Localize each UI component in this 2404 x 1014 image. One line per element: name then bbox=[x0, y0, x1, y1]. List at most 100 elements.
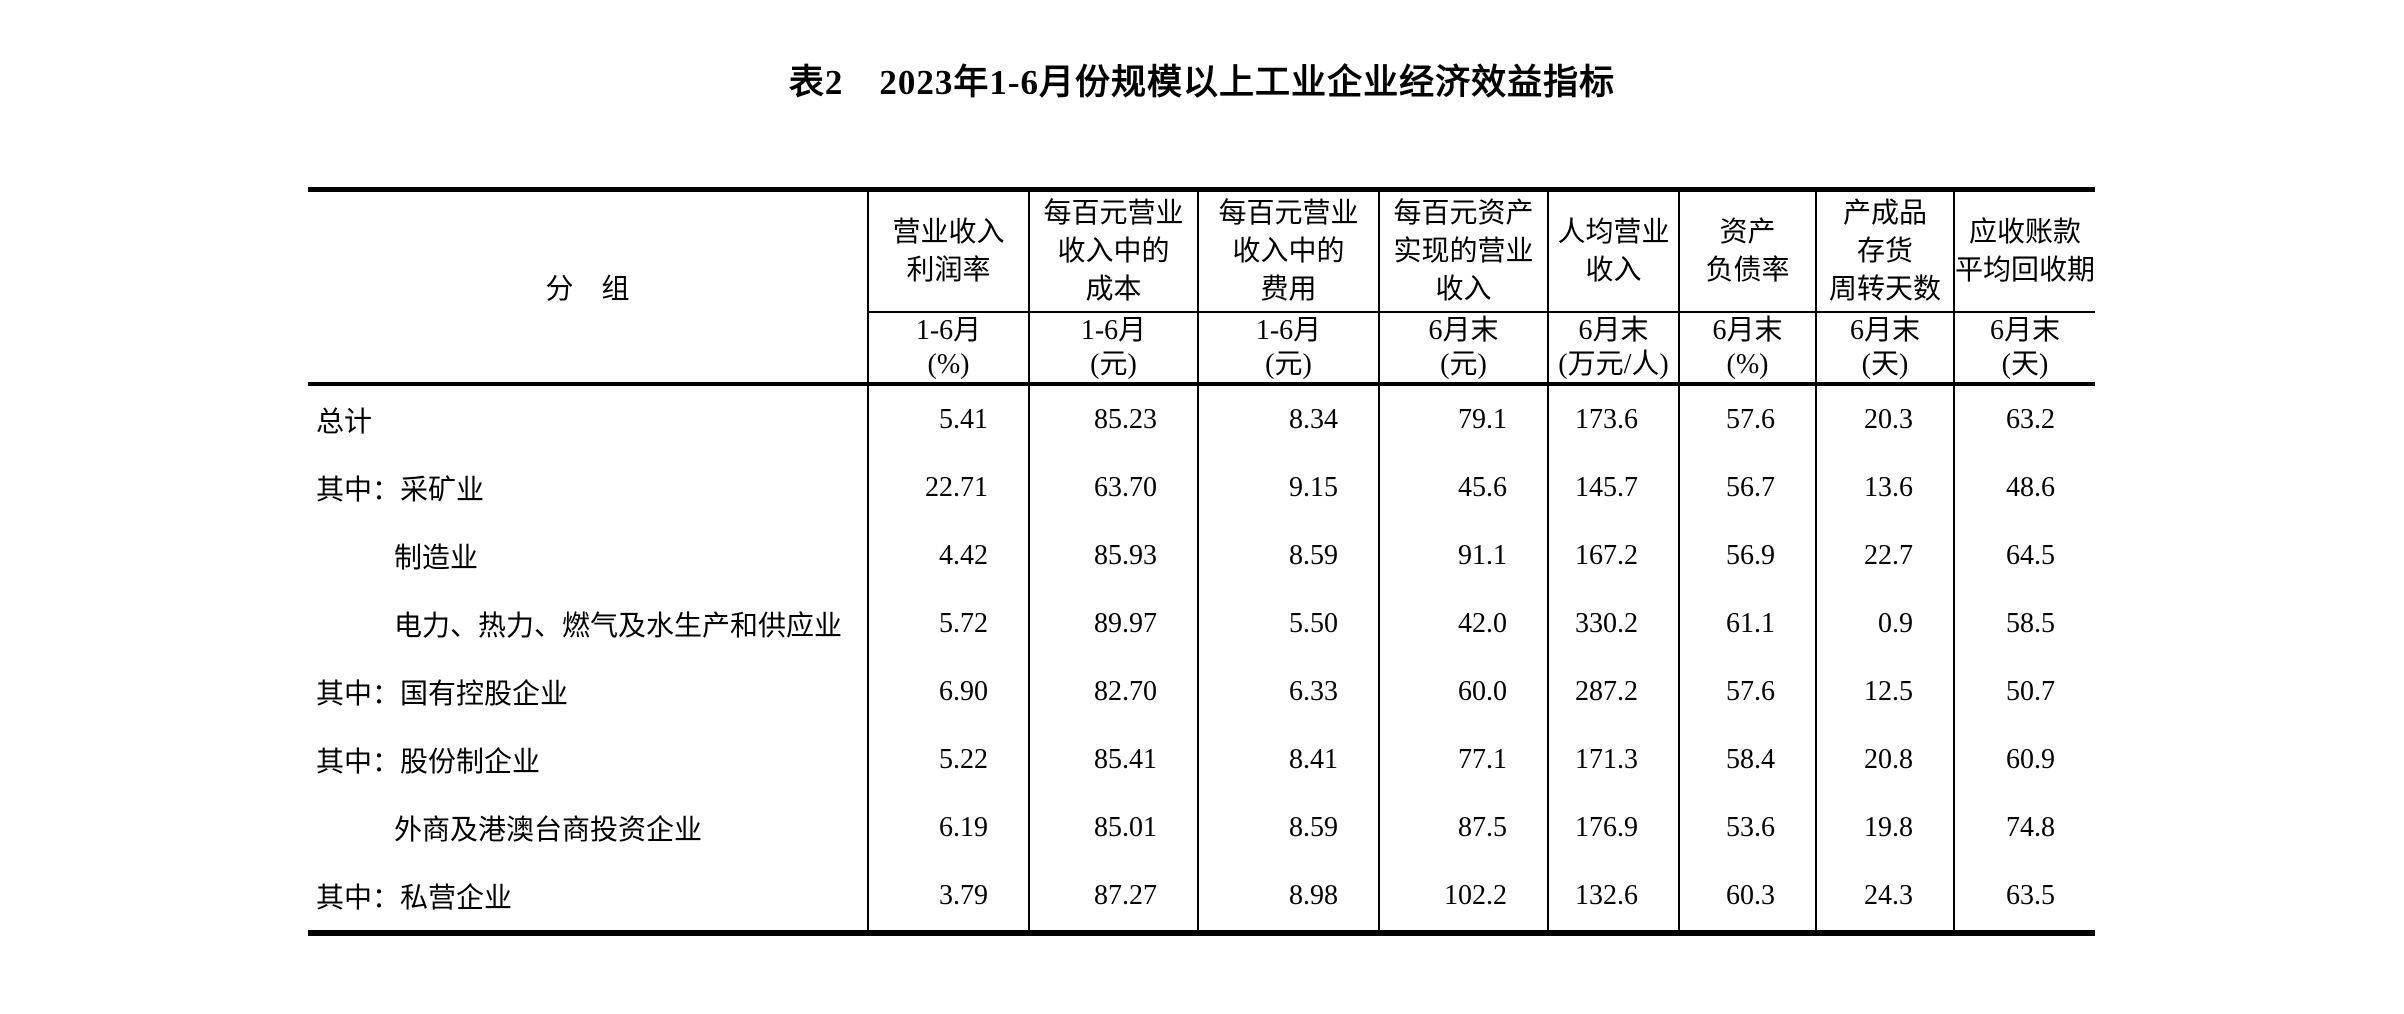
col-header-revenue-per-capita: 人均营业 收入 bbox=[1547, 189, 1679, 313]
value-cell: 50.7 bbox=[1953, 658, 2095, 726]
col-header-cost-per-100: 每百元营业 收入中的 成本 bbox=[1028, 189, 1198, 313]
value-cell: 58.5 bbox=[1953, 590, 2095, 658]
row-label: 其中：国有控股企业 bbox=[316, 679, 569, 710]
value-cell: 5.72 bbox=[867, 590, 1029, 658]
value-cell: 85.01 bbox=[1028, 794, 1198, 862]
value-cell: 63.70 bbox=[1028, 454, 1198, 522]
value-cell: 171.3 bbox=[1547, 726, 1679, 794]
value-cell: 87.27 bbox=[1028, 862, 1198, 933]
value-cell: 8.41 bbox=[1197, 726, 1379, 794]
value-cell: 330.2 bbox=[1547, 590, 1679, 658]
value-cell: 8.59 bbox=[1197, 522, 1379, 590]
value-cell: 58.4 bbox=[1678, 726, 1816, 794]
value-cell: 77.1 bbox=[1378, 726, 1548, 794]
value-cell: 6.19 bbox=[867, 794, 1029, 862]
group-column-header: 分 组 bbox=[308, 189, 868, 386]
table-row-foreign-invested: 外商及港澳台商投资企业 6.19 85.01 8.59 87.5 176.9 5… bbox=[308, 794, 2095, 862]
value-cell: 5.50 bbox=[1197, 590, 1379, 658]
row-label: 其中：私营企业 bbox=[316, 883, 513, 914]
value-cell: 102.2 bbox=[1378, 862, 1548, 933]
unit-header: 1-6月 (元) bbox=[1197, 312, 1379, 386]
unit-header: 6月末 (元) bbox=[1378, 312, 1548, 386]
value-cell: 57.6 bbox=[1678, 658, 1816, 726]
table-body: 总计 5.41 85.23 8.34 79.1 173.6 57.6 20.3 … bbox=[308, 384, 2095, 933]
header-row-units: 1-6月 (%) 1-6月 (元) 1-6月 (元) 6月末 (元) 6月末 (… bbox=[308, 312, 2095, 386]
row-label: 电力、热力、燃气及水生产和供应业 bbox=[394, 611, 843, 642]
col-header-revenue-per-100-assets: 每百元资产 实现的营业 收入 bbox=[1378, 189, 1548, 313]
row-label: 外商及港澳台商投资企业 bbox=[394, 815, 703, 846]
table-row-mining: 其中：采矿业 22.71 63.70 9.15 45.6 145.7 56.7 … bbox=[308, 454, 2095, 522]
value-cell: 167.2 bbox=[1547, 522, 1679, 590]
value-cell: 60.9 bbox=[1953, 726, 2095, 794]
value-cell: 173.6 bbox=[1547, 384, 1679, 454]
value-cell: 8.59 bbox=[1197, 794, 1379, 862]
value-cell: 8.98 bbox=[1197, 862, 1379, 933]
value-cell: 145.7 bbox=[1547, 454, 1679, 522]
value-cell: 85.23 bbox=[1028, 384, 1198, 454]
value-cell: 19.8 bbox=[1815, 794, 1954, 862]
table-header: 分 组 营业收入 利润率 每百元营业 收入中的 成本 每百元营业 收入中的 费用… bbox=[308, 189, 2095, 386]
unit-header: 6月末 (天) bbox=[1953, 312, 2095, 386]
unit-header: 6月末 (万元/人) bbox=[1547, 312, 1679, 386]
table-row-state-holding: 其中：国有控股企业 6.90 82.70 6.33 60.0 287.2 57.… bbox=[308, 658, 2095, 726]
value-cell: 82.70 bbox=[1028, 658, 1198, 726]
value-cell: 60.3 bbox=[1678, 862, 1816, 933]
table-row-utilities: 电力、热力、燃气及水生产和供应业 5.72 89.97 5.50 42.0 33… bbox=[308, 590, 2095, 658]
table-row-total: 总计 5.41 85.23 8.34 79.1 173.6 57.6 20.3 … bbox=[308, 384, 2095, 454]
value-cell: 5.41 bbox=[867, 384, 1029, 454]
value-cell: 176.9 bbox=[1547, 794, 1679, 862]
value-cell: 5.22 bbox=[867, 726, 1029, 794]
value-cell: 132.6 bbox=[1547, 862, 1679, 933]
col-header-expense-per-100: 每百元营业 收入中的 费用 bbox=[1197, 189, 1379, 313]
value-cell: 85.41 bbox=[1028, 726, 1198, 794]
value-cell: 9.15 bbox=[1197, 454, 1379, 522]
value-cell: 4.42 bbox=[867, 522, 1029, 590]
unit-header: 1-6月 (%) bbox=[867, 312, 1029, 386]
value-cell: 6.33 bbox=[1197, 658, 1379, 726]
value-cell: 61.1 bbox=[1678, 590, 1816, 658]
row-label: 其中：采矿业 bbox=[316, 475, 485, 506]
economic-indicators-table: 分 组 营业收入 利润率 每百元营业 收入中的 成本 每百元营业 收入中的 费用… bbox=[308, 187, 2095, 936]
value-cell: 3.79 bbox=[867, 862, 1029, 933]
value-cell: 24.3 bbox=[1815, 862, 1954, 933]
page-title: 表2 2023年1-6月份规模以上工业企业经济效益指标 bbox=[788, 63, 1616, 102]
row-label: 其中：股份制企业 bbox=[316, 747, 541, 778]
value-cell: 48.6 bbox=[1953, 454, 2095, 522]
value-cell: 89.97 bbox=[1028, 590, 1198, 658]
value-cell: 63.5 bbox=[1953, 862, 2095, 933]
value-cell: 57.6 bbox=[1678, 384, 1816, 454]
value-cell: 6.90 bbox=[867, 658, 1029, 726]
unit-header: 1-6月 (元) bbox=[1028, 312, 1198, 386]
header-row-names: 分 组 营业收入 利润率 每百元营业 收入中的 成本 每百元营业 收入中的 费用… bbox=[308, 189, 2095, 386]
col-header-asset-liability-ratio: 资产 负债率 bbox=[1678, 189, 1816, 313]
table-row-manufacturing: 制造业 4.42 85.93 8.59 91.1 167.2 56.9 22.7… bbox=[308, 522, 2095, 590]
col-header-profit-margin: 营业收入 利润率 bbox=[867, 189, 1029, 313]
value-cell: 45.6 bbox=[1378, 454, 1548, 522]
value-cell: 22.71 bbox=[867, 454, 1029, 522]
value-cell: 56.9 bbox=[1678, 522, 1816, 590]
col-header-inventory-turnover-days: 产成品 存货 周转天数 bbox=[1815, 189, 1954, 313]
value-cell: 79.1 bbox=[1378, 384, 1548, 454]
table-row-shareholding: 其中：股份制企业 5.22 85.41 8.41 77.1 171.3 58.4… bbox=[308, 726, 2095, 794]
value-cell: 85.93 bbox=[1028, 522, 1198, 590]
value-cell: 13.6 bbox=[1815, 454, 1954, 522]
col-header-receivables-collection-period: 应收账款 平均回收期 bbox=[1953, 189, 2095, 313]
table-row-private: 其中：私营企业 3.79 87.27 8.98 102.2 132.6 60.3… bbox=[308, 862, 2095, 933]
value-cell: 12.5 bbox=[1815, 658, 1954, 726]
value-cell: 53.6 bbox=[1678, 794, 1816, 862]
value-cell: 0.9 bbox=[1815, 590, 1954, 658]
row-label: 制造业 bbox=[394, 543, 479, 574]
value-cell: 91.1 bbox=[1378, 522, 1548, 590]
value-cell: 60.0 bbox=[1378, 658, 1548, 726]
value-cell: 87.5 bbox=[1378, 794, 1548, 862]
value-cell: 20.3 bbox=[1815, 384, 1954, 454]
value-cell: 42.0 bbox=[1378, 590, 1548, 658]
value-cell: 22.7 bbox=[1815, 522, 1954, 590]
value-cell: 64.5 bbox=[1953, 522, 2095, 590]
value-cell: 20.8 bbox=[1815, 726, 1954, 794]
unit-header: 6月末 (天) bbox=[1815, 312, 1954, 386]
value-cell: 287.2 bbox=[1547, 658, 1679, 726]
value-cell: 8.34 bbox=[1197, 384, 1379, 454]
value-cell: 74.8 bbox=[1953, 794, 2095, 862]
